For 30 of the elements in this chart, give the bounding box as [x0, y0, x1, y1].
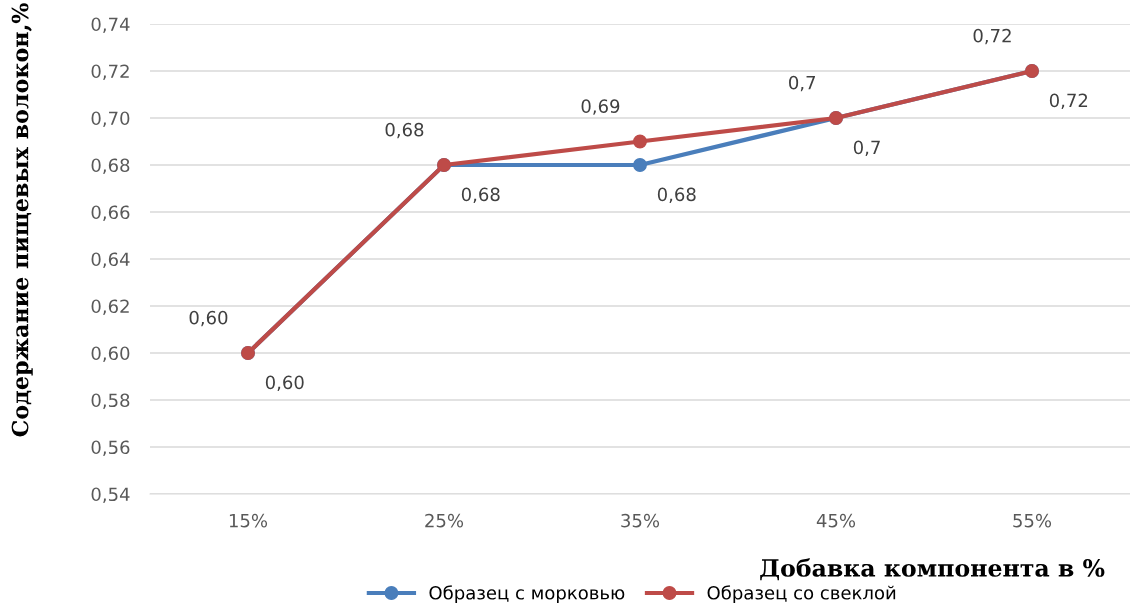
y-tick-label: 0,66: [91, 205, 130, 221]
y-tick-label: 0,74: [91, 17, 130, 33]
y-tick-label: 0,64: [91, 252, 130, 268]
data-label: 0,7: [853, 140, 880, 157]
data-label: 0,72: [973, 28, 1011, 45]
data-label: 0,72: [1049, 93, 1088, 110]
data-label: 0,7: [789, 75, 816, 92]
y-tick-label: 0,62: [91, 299, 129, 315]
x-tick-label: 35%: [621, 513, 660, 528]
x-tick-label: 15%: [229, 513, 268, 528]
y-tick-label: 0,58: [91, 393, 130, 409]
x-tick-label: 45%: [816, 513, 856, 528]
y-tick-label: 0,56: [91, 440, 130, 456]
data-label: 0,60: [265, 375, 304, 392]
x-tick-label: 55%: [1013, 513, 1052, 528]
y-tick-label: 0,68: [91, 158, 130, 174]
y-tick-label: 0,72: [91, 64, 129, 80]
legend-label: Образец с морковью: [429, 585, 625, 604]
x-tick-label: 25%: [425, 513, 464, 528]
data-label: 0,69: [581, 99, 620, 115]
data-label: 0,60: [189, 310, 228, 327]
y-axis-title: Содержание пищевых волокон,%: [11, 3, 33, 437]
data-label: 0,68: [657, 187, 696, 204]
data-label: 0,68: [461, 187, 500, 204]
data-label: 0,68: [385, 122, 424, 139]
x-axis-title: Добавка компонента в %: [760, 558, 1105, 581]
y-tick-label: 0,70: [91, 111, 130, 127]
y-tick-label: 0,60: [91, 346, 130, 362]
legend-label: Образец со свеклой: [707, 585, 896, 604]
y-tick-label: 0,54: [91, 487, 130, 503]
